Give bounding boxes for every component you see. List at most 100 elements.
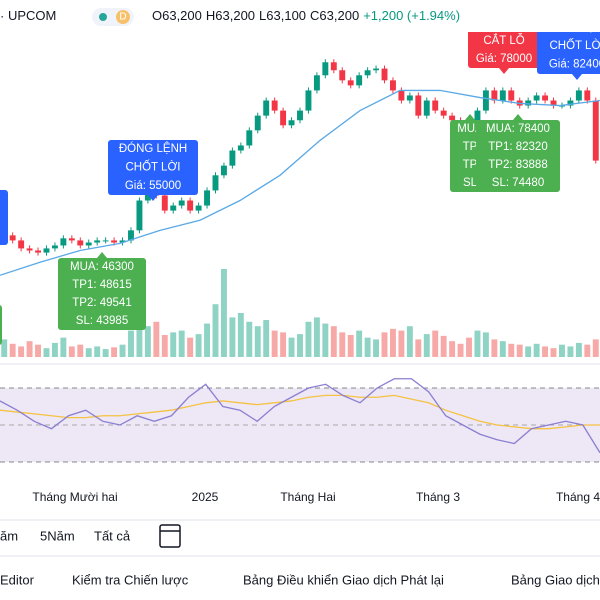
annotation-text: ĐÓNG LỆNH <box>119 142 187 155</box>
volume-bar <box>491 339 498 357</box>
volume-bar <box>592 339 599 357</box>
candle <box>18 240 25 249</box>
range-button[interactable]: ăm <box>0 528 18 543</box>
annotation-text: TP1: 48615 <box>72 279 131 291</box>
volume-bar <box>516 344 523 357</box>
bottom-tab[interactable]: Kiểm tra Chiến lược <box>72 572 189 587</box>
volume-bar <box>187 337 194 357</box>
candle <box>77 240 84 246</box>
volume-bar <box>18 346 25 357</box>
candle <box>195 205 202 211</box>
volume-bar <box>246 321 253 357</box>
volume-bar <box>457 343 464 357</box>
candle <box>246 130 253 146</box>
volume-bar <box>297 334 303 357</box>
annotation-text: TP2: 49541 <box>72 297 131 309</box>
volume-bar <box>280 332 287 357</box>
date-range-icon[interactable] <box>159 524 181 548</box>
volume-bar <box>204 323 210 357</box>
interval: D <box>119 12 126 23</box>
volume-bar <box>212 304 219 357</box>
annotation-text: CHỐT LỜI <box>125 160 180 174</box>
candle <box>381 68 388 81</box>
annotation-text: TP <box>463 141 478 153</box>
candle <box>347 80 354 86</box>
volume-bar <box>178 330 185 357</box>
annotation-box <box>58 258 146 330</box>
volume-bar <box>373 339 380 357</box>
annotation-text: SL: 43985 <box>76 315 128 327</box>
ohlc-value: H63,200 <box>206 8 255 23</box>
candle <box>161 195 168 211</box>
candle <box>178 200 185 206</box>
annotation-pointer <box>148 195 158 201</box>
symbol-text: UPCOM <box>8 8 56 23</box>
volume-bar <box>26 341 33 357</box>
range-button[interactable]: Tất cả <box>94 528 131 543</box>
volume-bar <box>364 337 371 357</box>
volume-bar <box>466 337 472 357</box>
volume-bar <box>220 269 227 357</box>
volume-bar <box>102 349 109 357</box>
annotation-text: SL: 74480 <box>492 177 544 189</box>
ohlc-value: C63,200 <box>310 8 359 23</box>
annotation-pointer <box>97 252 107 258</box>
x-axis-label: Tháng 4 <box>556 490 600 504</box>
candle <box>60 238 67 246</box>
bottom-tab[interactable]: Bảng Điều khiển Giao dịch Phát lại <box>243 572 444 587</box>
candle <box>533 95 540 101</box>
candle <box>508 90 515 101</box>
volume-bar <box>559 344 565 357</box>
candle <box>305 90 312 111</box>
volume-bar <box>508 343 515 357</box>
volume-bar <box>60 337 67 357</box>
candle <box>280 110 287 126</box>
annotation-box-clipped <box>0 305 2 345</box>
bottom-tab[interactable]: Bảng Giao dịch <box>511 572 600 587</box>
volume-bar <box>119 344 126 357</box>
candle <box>330 62 337 71</box>
candle <box>35 250 41 253</box>
rsi-ma <box>0 394 600 430</box>
ohlc: O63,200 H63,200 L63,100 C63,200 +1,200 (+1.9… <box>152 8 460 23</box>
candle <box>204 190 210 206</box>
volume-bar <box>271 330 278 357</box>
volume-bar <box>288 337 295 357</box>
rsi <box>0 378 600 454</box>
candle <box>550 100 557 106</box>
annotation-box-clipped <box>0 190 8 245</box>
candle <box>297 110 303 121</box>
candle <box>119 240 126 243</box>
bottom-tab[interactable]: Editor <box>0 572 35 587</box>
volume-bar <box>9 343 16 357</box>
candle <box>136 200 143 231</box>
candle <box>592 100 599 161</box>
candle <box>288 120 295 126</box>
volume-bar <box>68 346 75 357</box>
volume-bar <box>550 348 557 357</box>
candle <box>68 238 75 241</box>
volume-bar <box>381 332 388 357</box>
candle <box>356 75 363 86</box>
volume-bar <box>161 335 168 357</box>
candle <box>263 100 270 116</box>
candle <box>339 70 346 81</box>
annotation-text: TP1: 82320 <box>488 141 547 153</box>
candle <box>322 62 329 76</box>
volume-bar <box>584 344 591 357</box>
annotation-text: CẮT LỖ <box>483 34 524 47</box>
candle <box>364 70 371 76</box>
candle <box>111 240 118 243</box>
range-button[interactable]: 5Năm <box>40 528 75 543</box>
candle <box>128 230 134 241</box>
annotation-text: SL <box>463 177 478 189</box>
volume-bar <box>229 317 236 357</box>
volume-bar <box>482 332 489 357</box>
candle <box>542 95 549 101</box>
volume-bar <box>128 330 134 357</box>
candle <box>85 242 92 246</box>
volume-bar <box>415 339 422 357</box>
candle <box>499 90 506 101</box>
candle <box>43 248 50 253</box>
